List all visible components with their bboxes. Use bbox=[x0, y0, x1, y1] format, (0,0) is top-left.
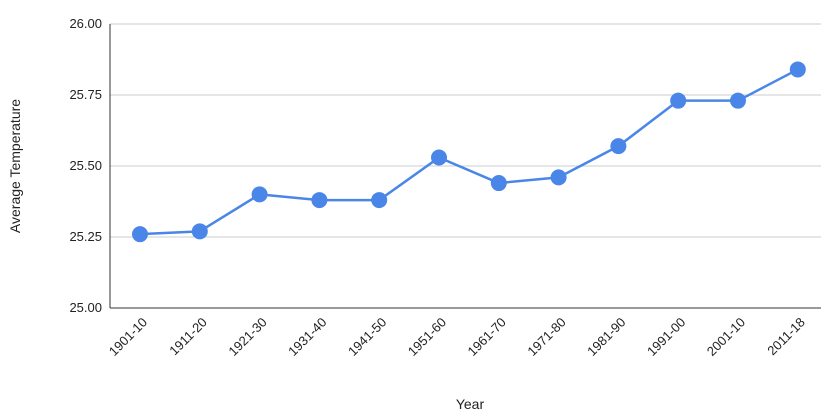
gridlines bbox=[110, 23, 821, 309]
y-tick-label: 26.00 bbox=[69, 16, 102, 31]
data-point bbox=[431, 149, 447, 166]
x-tick-label: 1991-00 bbox=[644, 315, 688, 359]
x-tick-label: 1951-60 bbox=[405, 315, 449, 359]
x-tick-label: 1961-70 bbox=[465, 315, 509, 359]
x-tick-label: 1911-20 bbox=[166, 315, 210, 359]
x-tick-label: 1921-30 bbox=[225, 315, 269, 359]
series-line bbox=[139, 68, 799, 236]
x-tick-label: 1941-50 bbox=[345, 315, 389, 359]
data-point bbox=[610, 138, 627, 155]
data-points bbox=[132, 61, 806, 243]
x-tick-label: 1931-40 bbox=[285, 315, 329, 359]
data-point bbox=[132, 226, 148, 243]
y-axis-title: Average Temperature bbox=[7, 99, 23, 233]
y-tick-label: 25.25 bbox=[69, 229, 102, 244]
x-tick-label: 1981-90 bbox=[584, 315, 628, 359]
data-point bbox=[191, 223, 208, 240]
data-point bbox=[311, 192, 328, 209]
y-axis-ticks: 25.00 25.25 25.50 25.75 26.00 bbox=[69, 16, 102, 315]
x-tick-label: 2001-10 bbox=[704, 315, 748, 359]
x-tick-label: 2011-18 bbox=[764, 315, 808, 359]
data-point bbox=[550, 169, 567, 186]
x-tick-label: 1901-10 bbox=[106, 315, 150, 359]
data-point bbox=[371, 192, 388, 209]
data-point bbox=[490, 175, 507, 192]
x-axis-ticks: 1901-10 1911-20 1921-30 1931-40 1941-50 1951-… bbox=[106, 315, 808, 359]
x-axis-title: Year bbox=[456, 396, 485, 412]
x-tick-label: 1971-80 bbox=[524, 315, 568, 359]
data-point bbox=[251, 186, 268, 203]
data-point bbox=[789, 61, 806, 78]
y-tick-label: 25.00 bbox=[69, 300, 102, 315]
y-tick-label: 25.50 bbox=[69, 158, 102, 173]
data-point bbox=[730, 92, 746, 109]
data-point bbox=[670, 92, 687, 109]
y-tick-label: 25.75 bbox=[69, 87, 102, 102]
